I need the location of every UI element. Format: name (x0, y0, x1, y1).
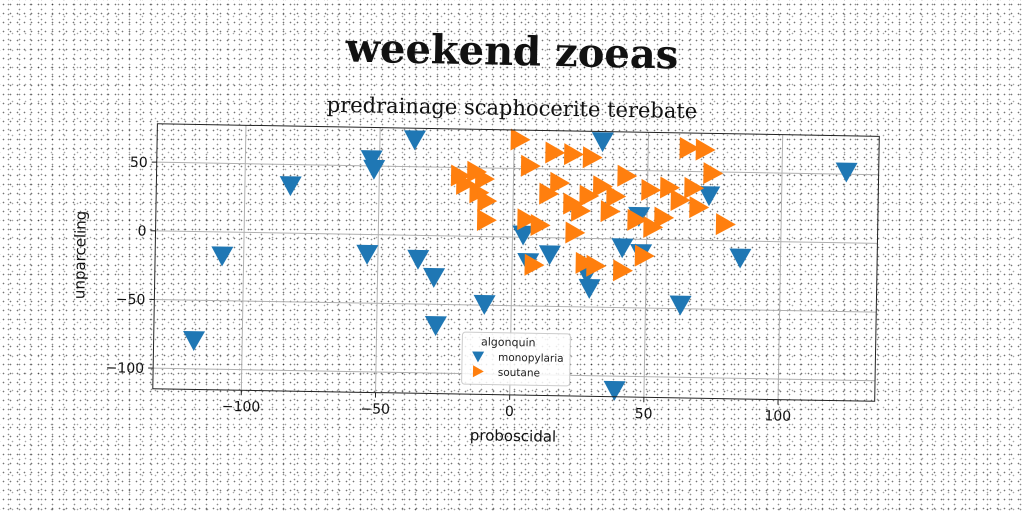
data-point-soutane (627, 208, 648, 231)
data-point-monopylaria (211, 246, 234, 267)
x-tick-label: −50 (360, 401, 390, 418)
data-point-soutane (510, 128, 531, 151)
data-point-soutane (524, 253, 545, 276)
data-point-soutane (474, 167, 495, 190)
data-point-soutane (563, 143, 584, 166)
legend-marker-soutane (472, 365, 484, 378)
y-tick-label: −100 (106, 360, 145, 377)
data-point-soutane (517, 208, 538, 231)
data-point-soutane (582, 146, 603, 169)
x-gridline (643, 132, 650, 398)
legend: algonquin monopylaria soutane (461, 331, 571, 387)
data-point-monopylaria (404, 130, 426, 151)
data-point-soutane (477, 189, 498, 212)
data-point-monopylaria (698, 186, 721, 207)
y-axis-ticks: −100 −50 0 50 (106, 155, 157, 377)
data-point-soutane (695, 138, 716, 161)
data-point-monopylaria (669, 295, 692, 316)
data-point-soutane (571, 199, 592, 222)
data-point-soutane (530, 214, 551, 237)
data-point-monopylaria (473, 294, 496, 315)
x-tick-label: 100 (764, 408, 791, 424)
data-point-monopylaria (538, 245, 561, 266)
data-point-soutane (660, 176, 681, 199)
data-point-soutane (617, 164, 638, 187)
y-axis-label: unparceling (70, 211, 90, 300)
legend-title: algonquin (481, 335, 536, 349)
data-point-soutane (575, 251, 596, 274)
data-point-soutane (565, 221, 586, 244)
legend-label-soutane: soutane (498, 367, 540, 380)
data-point-soutane (703, 162, 724, 185)
data-point-monopylaria (279, 176, 302, 197)
data-point-soutane (600, 200, 621, 223)
data-point-monopylaria (729, 248, 752, 269)
data-point-soutane (456, 172, 477, 195)
data-point-soutane (592, 175, 613, 198)
data-point-soutane (550, 171, 571, 194)
data-point-monopylaria (423, 267, 446, 288)
data-point-soutane (612, 259, 633, 282)
data-point-soutane (689, 196, 710, 219)
series-soutane (450, 128, 736, 282)
data-point-monopylaria (611, 238, 634, 259)
data-point-monopylaria (512, 225, 535, 246)
legend-marker-monopylaria (472, 351, 485, 363)
y-gridline (154, 298, 877, 313)
data-point-soutane (715, 213, 736, 236)
x-gridline (375, 127, 381, 393)
data-point-soutane (670, 188, 691, 211)
data-point-soutane (606, 185, 627, 208)
data-point-soutane (654, 206, 675, 229)
x-gridline (240, 125, 247, 391)
data-point-monopylaria (363, 159, 386, 180)
legend-box (461, 331, 571, 387)
x-axis-ticks: −100 −50 0 50 100 (222, 390, 791, 425)
data-point-soutane (679, 136, 700, 159)
data-point-monopylaria (835, 162, 858, 183)
marks (183, 128, 858, 401)
y-gridline (156, 161, 879, 176)
data-point-soutane (545, 141, 566, 164)
data-point-monopylaria (183, 330, 206, 351)
y-tick-label: 50 (130, 155, 148, 171)
y-tick-label: −50 (116, 292, 146, 309)
data-point-monopylaria (424, 315, 447, 336)
data-point-soutane (641, 178, 662, 201)
data-point-monopylaria (591, 132, 614, 153)
x-axis-label: proboscidal (470, 426, 557, 446)
data-point-soutane (643, 215, 664, 238)
data-point-soutane (634, 244, 655, 267)
data-point-monopylaria (407, 249, 430, 270)
x-tick-label: 50 (635, 406, 653, 422)
legend-items: monopylaria soutane (472, 351, 564, 380)
data-point-soutane (539, 182, 560, 205)
data-point-soutane (579, 184, 600, 207)
data-point-monopylaria (356, 244, 379, 265)
data-point-monopylaria (578, 278, 601, 299)
legend-label-monopylaria: monopylaria (498, 352, 564, 365)
plot-frame (152, 123, 880, 402)
data-point-soutane (476, 208, 497, 231)
y-gridline (155, 230, 878, 244)
x-tick-label: −100 (222, 399, 261, 416)
y-tick-label: 0 (137, 224, 146, 240)
series-monopylaria (183, 130, 858, 401)
x-tick-label: 0 (505, 404, 514, 420)
data-point-soutane (520, 154, 541, 177)
data-point-soutane (684, 176, 705, 199)
data-point-soutane (586, 254, 607, 277)
x-gridline (777, 134, 784, 400)
data-point-monopylaria (603, 380, 626, 401)
